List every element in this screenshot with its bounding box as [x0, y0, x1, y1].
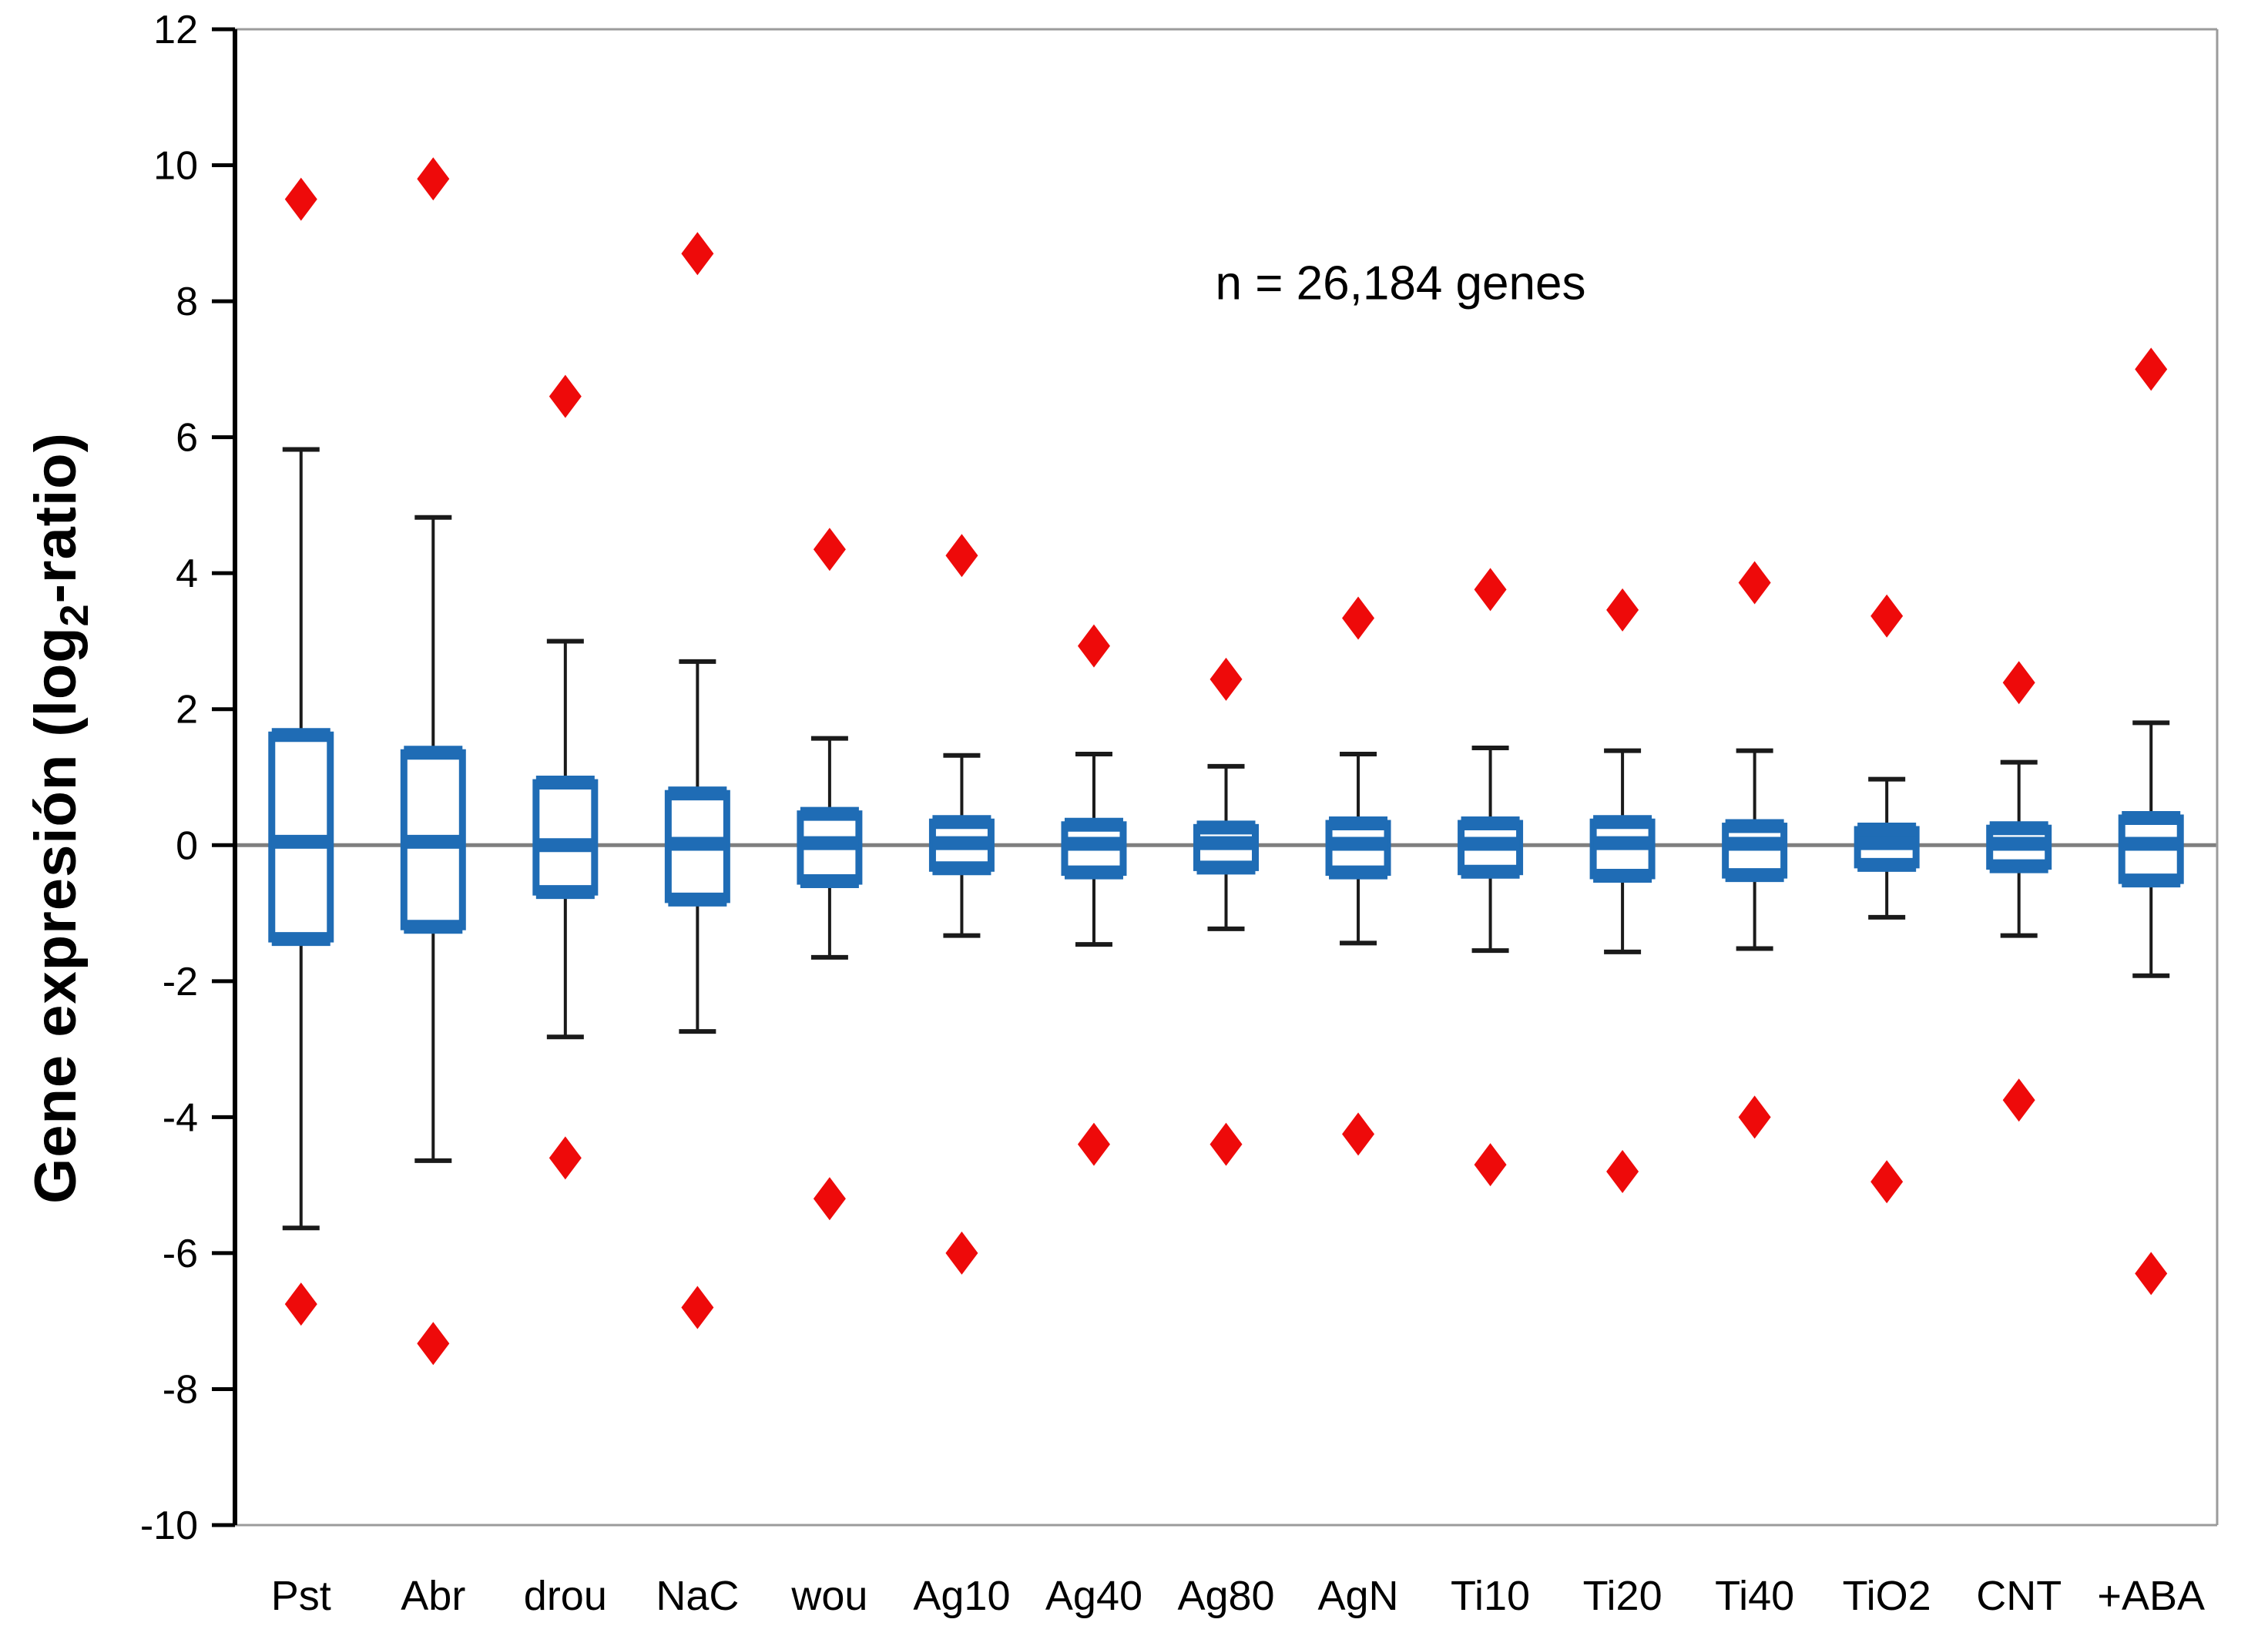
x-tick-label-CNT: CNT	[1976, 1573, 2062, 1619]
outlier-high-marker	[1474, 568, 1507, 612]
outlier-low-marker	[417, 1322, 450, 1366]
outlier-low-marker	[1077, 1122, 1110, 1166]
x-tick-label-drou: drou	[524, 1573, 607, 1619]
outlier-high-marker	[549, 374, 582, 418]
box-group-Pst: Pst	[268, 177, 334, 1619]
y-tick-label--8: -8	[163, 1367, 198, 1412]
y-tick-label-10: 10	[153, 144, 198, 189]
outlier-low-marker	[1209, 1122, 1243, 1166]
outlier-high-marker	[1738, 561, 1771, 605]
outlier-low-marker	[1870, 1160, 1904, 1204]
x-tick-label-TiO2: TiO2	[1843, 1573, 1931, 1619]
x-tick-label-Ag40: Ag40	[1045, 1573, 1142, 1619]
outlier-high-marker	[284, 177, 317, 221]
outlier-low-marker	[284, 1282, 317, 1326]
outlier-high-marker	[417, 157, 450, 201]
x-tick-label-Ti40: Ti40	[1715, 1573, 1794, 1619]
outlier-high-marker	[2135, 347, 2168, 391]
y-tick-label--6: -6	[163, 1232, 198, 1276]
box-group-Ag80: Ag80	[1177, 657, 1275, 1619]
y-axis-title: Gene expresión (log2-ratio)	[22, 432, 98, 1204]
outlier-high-marker	[945, 534, 978, 578]
outlier-high-marker	[813, 528, 846, 572]
x-tick-label-Abr: Abr	[401, 1573, 465, 1619]
outlier-low-marker	[1474, 1143, 1507, 1187]
y-axis-title-suffix: -ratio)	[22, 432, 89, 604]
y-tick-label-0: 0	[176, 823, 198, 868]
y-tick-label-4: 4	[176, 551, 198, 596]
outlier-low-marker	[2002, 1078, 2035, 1122]
outlier-low-marker	[1738, 1095, 1771, 1139]
y-tick-label--10: -10	[140, 1504, 198, 1548]
outlier-high-marker	[1606, 588, 1639, 632]
sample-size-annotation: n = 26,184 genes	[1215, 256, 1586, 310]
x-tick-label-wou: wou	[790, 1573, 867, 1619]
outlier-high-marker	[1209, 657, 1243, 701]
outlier-low-marker	[1606, 1149, 1639, 1193]
box-group-drou: drou	[524, 374, 607, 1619]
box-group-Ti10: Ti10	[1451, 568, 1530, 1619]
x-tick-label-Ti10: Ti10	[1451, 1573, 1530, 1619]
x-tick-label-Ag10: Ag10	[913, 1573, 1010, 1619]
outlier-high-marker	[681, 232, 714, 276]
box-group-Ti20: Ti20	[1583, 588, 1662, 1619]
outlier-low-marker	[2135, 1252, 2168, 1296]
y-axis-title-subscript: 2	[52, 603, 98, 627]
outlier-low-marker	[549, 1136, 582, 1180]
box-group-TiO2: TiO2	[1843, 594, 1931, 1619]
outlier-low-marker	[945, 1231, 978, 1275]
y-tick-label--2: -2	[163, 960, 198, 1004]
x-tick-label-NaC: NaC	[656, 1573, 739, 1619]
outlier-low-marker	[681, 1286, 714, 1329]
y-tick-label--4: -4	[163, 1095, 198, 1140]
x-tick-label-Ag80: Ag80	[1177, 1573, 1274, 1619]
box-group-CNT: CNT	[1976, 661, 2062, 1619]
outlier-low-marker	[1342, 1112, 1375, 1156]
x-tick-label-AgN: AgN	[1318, 1573, 1399, 1619]
y-tick-label-12: 12	[153, 8, 198, 52]
y-tick-label-2: 2	[176, 688, 198, 733]
outlier-high-marker	[1342, 596, 1375, 640]
box-group-NaC: NaC	[656, 232, 739, 1619]
box-group-wou: wou	[790, 528, 867, 1619]
outlier-low-marker	[813, 1177, 846, 1221]
outlier-high-marker	[1077, 624, 1110, 668]
outlier-high-marker	[1870, 594, 1904, 638]
box-rect	[532, 779, 599, 896]
y-tick-label-6: 6	[176, 416, 198, 461]
box-group-Ag10: Ag10	[913, 534, 1010, 1619]
box-group-AgN: AgN	[1318, 596, 1399, 1619]
x-tick-label-Ti20: Ti20	[1583, 1573, 1662, 1619]
box-group-+ABA: +ABA	[2097, 347, 2205, 1619]
x-tick-label-Pst: Pst	[271, 1573, 331, 1619]
x-tick-label-+ABA: +ABA	[2097, 1573, 2205, 1619]
box-group-Ag40: Ag40	[1045, 624, 1142, 1619]
y-tick-label-8: 8	[176, 280, 198, 324]
box-group-Ti40: Ti40	[1715, 561, 1794, 1619]
y-axis-title-text: Gene expresión (log	[22, 626, 89, 1204]
box-group-Abr: Abr	[400, 157, 466, 1619]
outlier-high-marker	[2002, 661, 2035, 705]
